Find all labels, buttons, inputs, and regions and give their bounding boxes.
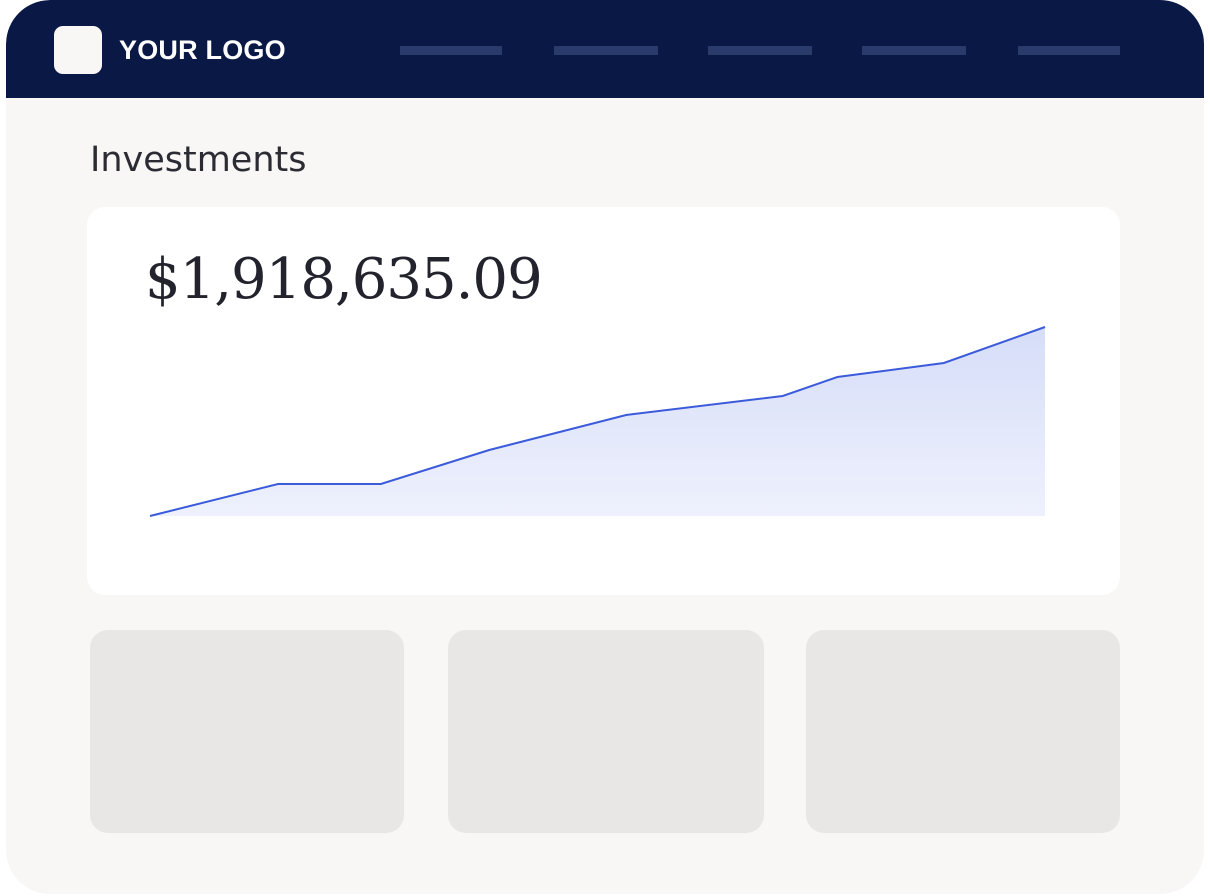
nav-item-2[interactable] <box>554 46 658 55</box>
top-navbar: YOUR LOGO <box>6 0 1204 98</box>
placeholder-tile-3[interactable] <box>806 630 1120 833</box>
placeholder-tile-2[interactable] <box>448 630 764 833</box>
logo-icon[interactable] <box>54 26 102 74</box>
nav-item-4[interactable] <box>862 46 966 55</box>
app-frame: YOUR LOGO Investments $1,918,635.09 <box>6 0 1204 894</box>
logo-text[interactable]: YOUR LOGO <box>119 35 286 65</box>
investments-summary-card: $1,918,635.09 <box>87 207 1120 595</box>
page-title: Investments <box>90 140 307 180</box>
chart-series-line <box>149 326 1046 517</box>
nav-item-3[interactable] <box>708 46 812 55</box>
chart-area-fill <box>150 327 1045 516</box>
nav-item-1[interactable] <box>400 46 502 55</box>
placeholder-tile-1[interactable] <box>90 630 404 833</box>
nav-item-5[interactable] <box>1018 46 1120 55</box>
investment-growth-chart <box>149 326 1046 517</box>
total-amount: $1,918,635.09 <box>145 247 543 312</box>
